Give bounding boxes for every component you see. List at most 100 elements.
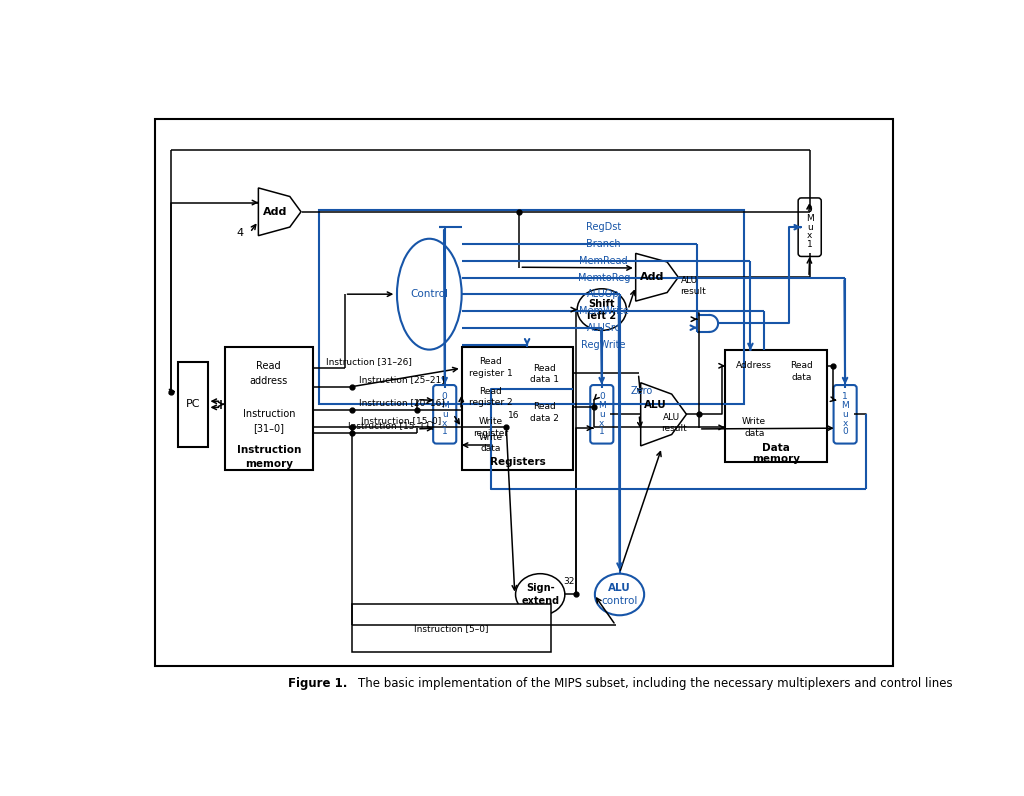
Ellipse shape <box>578 289 627 330</box>
Text: ALUOp: ALUOp <box>588 289 621 299</box>
Text: Add: Add <box>263 207 288 217</box>
Text: data 1: data 1 <box>529 375 558 384</box>
Ellipse shape <box>397 239 462 349</box>
Text: Read: Read <box>532 402 555 411</box>
Bar <box>462 271 745 284</box>
Text: memory: memory <box>752 454 800 464</box>
Polygon shape <box>641 383 686 446</box>
Text: control: control <box>601 595 638 606</box>
Text: Data: Data <box>762 443 790 453</box>
Bar <box>156 119 893 666</box>
Text: address: address <box>250 377 288 386</box>
Text: Instruction [15–11]: Instruction [15–11] <box>348 421 434 431</box>
Bar <box>462 346 573 470</box>
Text: MemWrite: MemWrite <box>579 306 629 316</box>
Text: Write: Write <box>742 417 766 427</box>
Text: Read: Read <box>479 357 503 366</box>
Bar <box>462 304 745 318</box>
Text: Figure 1.: Figure 1. <box>289 677 348 690</box>
Text: u: u <box>599 410 605 419</box>
Text: RegDst: RegDst <box>586 222 622 232</box>
Polygon shape <box>258 188 301 236</box>
Bar <box>462 220 745 234</box>
Text: x: x <box>599 419 604 427</box>
Text: Write: Write <box>479 417 503 427</box>
Text: left 2: left 2 <box>587 310 616 321</box>
Bar <box>319 210 744 404</box>
Ellipse shape <box>595 574 644 615</box>
Text: Read: Read <box>256 361 281 371</box>
Text: 1: 1 <box>599 427 605 436</box>
Text: result: result <box>662 424 687 434</box>
Text: M: M <box>598 401 605 410</box>
Bar <box>352 604 551 652</box>
Text: data 2: data 2 <box>529 414 558 423</box>
FancyBboxPatch shape <box>433 385 457 443</box>
Text: Sign-: Sign- <box>526 583 555 593</box>
Bar <box>462 254 745 267</box>
Text: 32: 32 <box>564 577 575 586</box>
Text: Instruction [25–21]: Instruction [25–21] <box>358 375 444 384</box>
Text: Instruction [31–26]: Instruction [31–26] <box>327 357 413 365</box>
Text: ALU: ALU <box>644 400 667 410</box>
Text: Add: Add <box>640 272 665 283</box>
Text: Instruction [5–0]: Instruction [5–0] <box>415 624 488 633</box>
Text: Zero: Zero <box>631 386 653 396</box>
Text: The basic implementation of the MIPS subset, including the necessary multiplexer: The basic implementation of the MIPS sub… <box>357 677 952 690</box>
Text: 16: 16 <box>508 412 520 420</box>
Text: M: M <box>806 214 814 223</box>
Text: ALU: ALU <box>681 276 698 285</box>
Text: 1: 1 <box>807 240 813 249</box>
Text: x: x <box>843 419 848 427</box>
Text: Address: Address <box>736 361 772 370</box>
Text: Instruction [20–16]: Instruction [20–16] <box>358 398 444 408</box>
Text: u: u <box>441 410 447 419</box>
Text: Instruction: Instruction <box>243 408 295 419</box>
Text: ALUSrc: ALUSrc <box>587 323 621 333</box>
Text: 0: 0 <box>807 205 813 214</box>
Text: Instruction: Instruction <box>237 446 301 455</box>
Text: Control: Control <box>411 289 449 299</box>
Text: x: x <box>442 419 447 427</box>
Text: 4: 4 <box>237 228 244 237</box>
Text: 1: 1 <box>441 427 447 436</box>
Text: memory: memory <box>245 458 293 469</box>
Text: register 1: register 1 <box>469 369 513 378</box>
Text: 0: 0 <box>843 427 848 436</box>
Text: PC: PC <box>185 400 200 409</box>
Text: 0: 0 <box>599 392 605 401</box>
Text: Read: Read <box>479 387 503 396</box>
Text: x: x <box>807 232 812 240</box>
Text: extend: extend <box>521 595 559 606</box>
Bar <box>462 321 745 335</box>
Polygon shape <box>697 315 718 332</box>
Text: Registers: Registers <box>489 457 546 467</box>
Text: u: u <box>807 223 813 232</box>
Text: [31–0]: [31–0] <box>253 423 285 433</box>
Text: data: data <box>744 429 765 438</box>
Text: result: result <box>680 287 706 295</box>
FancyBboxPatch shape <box>834 385 857 443</box>
Text: data: data <box>792 373 812 382</box>
Text: register: register <box>473 429 509 438</box>
Polygon shape <box>636 253 678 301</box>
Text: M: M <box>842 401 849 410</box>
Text: Write: Write <box>479 433 503 442</box>
Text: data: data <box>480 444 501 454</box>
Text: M: M <box>441 401 449 410</box>
Text: Read: Read <box>791 361 813 370</box>
Text: Instruction [15–0]: Instruction [15–0] <box>361 416 441 425</box>
Text: ALU: ALU <box>663 413 680 422</box>
FancyBboxPatch shape <box>590 385 613 443</box>
Bar <box>224 346 313 470</box>
Text: 1: 1 <box>843 392 848 401</box>
Text: ALU: ALU <box>608 583 631 593</box>
FancyBboxPatch shape <box>798 198 821 256</box>
Text: u: u <box>843 410 848 419</box>
Text: Shift: Shift <box>589 299 615 309</box>
Text: MemtoReg: MemtoReg <box>578 272 630 283</box>
Text: 0: 0 <box>441 392 447 401</box>
Bar <box>462 287 745 301</box>
Text: register 2: register 2 <box>469 398 513 408</box>
Text: Branch: Branch <box>587 239 621 249</box>
